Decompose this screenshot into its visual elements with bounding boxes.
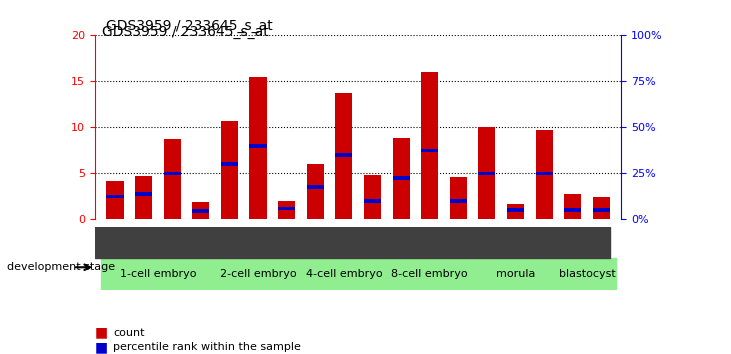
Bar: [593, 198, 610, 219]
Bar: [507, 209, 524, 212]
Bar: [593, 209, 610, 212]
Bar: [164, 172, 181, 175]
Bar: [278, 201, 295, 219]
Bar: [536, 130, 553, 219]
Bar: [215, 258, 301, 290]
Bar: [249, 77, 267, 219]
Bar: [95, 227, 610, 258]
Bar: [536, 172, 553, 175]
Bar: [336, 93, 352, 219]
Bar: [192, 209, 210, 213]
Bar: [164, 139, 181, 219]
Bar: [307, 185, 324, 189]
Bar: [301, 258, 387, 290]
Bar: [421, 149, 439, 152]
Bar: [101, 258, 215, 290]
Bar: [336, 153, 352, 157]
Bar: [564, 209, 581, 212]
Bar: [364, 199, 381, 203]
Bar: [450, 177, 467, 219]
Bar: [307, 164, 324, 219]
Text: 4-cell embryo: 4-cell embryo: [306, 269, 382, 279]
Text: count: count: [113, 328, 145, 338]
Bar: [249, 144, 267, 148]
Bar: [278, 207, 295, 210]
Bar: [192, 202, 210, 219]
Text: 2-cell embryo: 2-cell embryo: [220, 269, 296, 279]
Bar: [393, 138, 409, 219]
Bar: [364, 175, 381, 219]
Bar: [564, 194, 581, 219]
Bar: [221, 162, 238, 166]
Text: GDS3959 / 233645_s_at: GDS3959 / 233645_s_at: [105, 19, 273, 33]
Text: percentile rank within the sample: percentile rank within the sample: [113, 342, 301, 352]
Bar: [473, 258, 558, 290]
Text: ■: ■: [95, 326, 108, 340]
Text: blastocyst: blastocyst: [558, 269, 616, 279]
Bar: [135, 192, 152, 195]
Bar: [393, 176, 409, 180]
Bar: [558, 258, 616, 290]
Bar: [421, 72, 439, 219]
Bar: [478, 127, 496, 219]
Bar: [450, 199, 467, 203]
Bar: [507, 204, 524, 219]
Bar: [478, 172, 496, 175]
Bar: [135, 176, 152, 219]
Bar: [107, 195, 124, 198]
Text: 1-cell embryo: 1-cell embryo: [120, 269, 196, 279]
Bar: [221, 121, 238, 219]
Bar: [107, 181, 124, 219]
Text: GDS3959 / 233645_s_at: GDS3959 / 233645_s_at: [102, 25, 269, 39]
Text: 8-cell embryo: 8-cell embryo: [391, 269, 468, 279]
Text: ■: ■: [95, 340, 108, 354]
Text: morula: morula: [496, 269, 535, 279]
Text: development stage: development stage: [7, 262, 115, 272]
Bar: [387, 258, 473, 290]
